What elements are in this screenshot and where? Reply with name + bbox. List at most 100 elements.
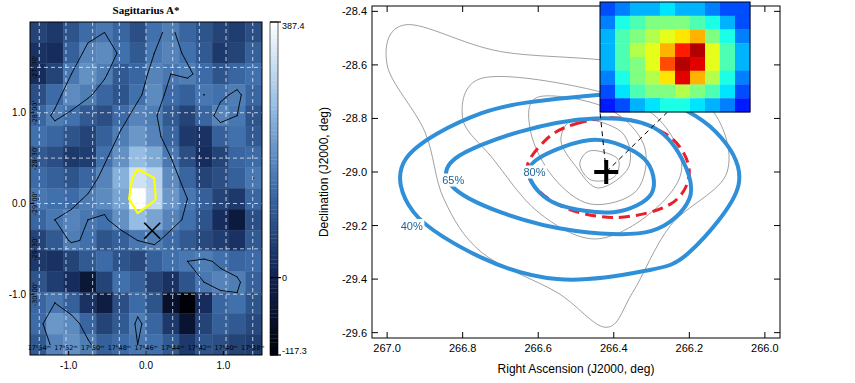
marker-stroke bbox=[144, 223, 160, 239]
colorbar-step bbox=[270, 230, 278, 234]
inset-cell bbox=[690, 2, 705, 16]
inset-cell bbox=[630, 57, 645, 71]
heat-cell bbox=[80, 105, 97, 126]
inset-cell bbox=[735, 57, 750, 71]
heat-cell bbox=[129, 126, 146, 147]
colorbar-step bbox=[270, 122, 278, 126]
colorbar-step bbox=[270, 105, 278, 109]
inset-cell bbox=[675, 57, 690, 71]
heat-cell bbox=[146, 126, 163, 147]
colorbar-step bbox=[270, 247, 278, 251]
colorbar-step bbox=[270, 109, 278, 113]
colorbar-step bbox=[270, 284, 278, 288]
colorbar-step bbox=[270, 22, 278, 26]
heat-cell bbox=[47, 251, 64, 272]
inset-cell bbox=[720, 30, 735, 44]
colorbar-step bbox=[270, 68, 278, 72]
inset-cell bbox=[705, 2, 720, 16]
heat-cell bbox=[47, 43, 64, 64]
colorbar-step bbox=[270, 268, 278, 272]
inset-cell bbox=[600, 30, 615, 44]
contour bbox=[38, 32, 253, 344]
grid-line bbox=[252, 22, 253, 355]
tick-label: 1.0 bbox=[216, 360, 230, 371]
tick-label: -29.6 bbox=[342, 327, 367, 339]
heat-cell bbox=[196, 43, 213, 64]
inset-cell bbox=[645, 57, 660, 71]
heat-cell bbox=[30, 313, 47, 334]
colorbar-step bbox=[270, 193, 278, 197]
colorbar-step bbox=[270, 243, 278, 247]
inset-cell bbox=[645, 85, 660, 99]
heat-cell bbox=[96, 43, 113, 64]
colorbar-step bbox=[270, 326, 278, 330]
heat-cell bbox=[47, 126, 64, 147]
tick-label: 0.0 bbox=[139, 360, 153, 371]
inset-cell bbox=[645, 30, 660, 44]
heat-cell bbox=[96, 293, 113, 314]
colorbar-tick bbox=[270, 277, 281, 278]
heat-cell bbox=[96, 189, 113, 210]
inset-cell bbox=[735, 30, 750, 44]
heat-cell bbox=[113, 105, 130, 126]
colorbar-step bbox=[270, 251, 278, 255]
inset-cell bbox=[720, 43, 735, 57]
heat-cell bbox=[96, 313, 113, 334]
inset-cell bbox=[705, 98, 720, 112]
inset-cell bbox=[645, 71, 660, 85]
heat-cell bbox=[163, 126, 180, 147]
tick-label: 266.0 bbox=[751, 342, 779, 354]
colorbar-step bbox=[270, 89, 278, 93]
grid-line bbox=[30, 112, 262, 113]
colorbar-step bbox=[270, 59, 278, 63]
inset-cell bbox=[705, 43, 720, 57]
colorbar-step bbox=[270, 226, 278, 230]
heat-cell bbox=[113, 64, 130, 85]
inset-cell bbox=[600, 43, 615, 57]
colorbar-step bbox=[270, 139, 278, 143]
leader-line bbox=[606, 112, 667, 172]
dec-label: -29°30' bbox=[31, 237, 39, 261]
colorbar-step bbox=[270, 301, 278, 305]
heat-cell bbox=[196, 105, 213, 126]
ra-label: 17ʰ52ᵐ bbox=[54, 344, 77, 352]
heat-cell bbox=[129, 251, 146, 272]
heat-cell bbox=[146, 293, 163, 314]
colorbar-step bbox=[270, 280, 278, 284]
colorbar-label: 387.4 bbox=[282, 21, 305, 31]
colorbar-step bbox=[270, 222, 278, 226]
frame bbox=[372, 6, 780, 338]
plot-area bbox=[30, 22, 262, 355]
tick-label: 0.0 bbox=[12, 198, 26, 209]
heat-cell bbox=[146, 105, 163, 126]
inset-cell bbox=[660, 43, 675, 57]
tick bbox=[774, 279, 780, 280]
gray-contour bbox=[386, 25, 729, 328]
heat-cell bbox=[245, 22, 262, 43]
inset-cell bbox=[720, 57, 735, 71]
inset-cell bbox=[720, 85, 735, 99]
colorbar-label: 0 bbox=[282, 273, 287, 283]
heat-cell bbox=[163, 43, 180, 64]
colorbar-step bbox=[270, 176, 278, 180]
tick bbox=[774, 332, 780, 333]
heat-cell bbox=[245, 251, 262, 272]
heat-cell bbox=[47, 22, 64, 43]
colorbar-step bbox=[270, 318, 278, 322]
inset-cell bbox=[735, 71, 750, 85]
inset-cell bbox=[705, 57, 720, 71]
grid-line bbox=[30, 67, 262, 68]
colorbar-step bbox=[270, 143, 278, 147]
tick bbox=[774, 11, 780, 12]
heat-cell bbox=[96, 251, 113, 272]
heat-cell bbox=[80, 251, 97, 272]
inset-cell bbox=[735, 43, 750, 57]
inset-cell bbox=[660, 98, 675, 112]
heat-cell bbox=[80, 147, 97, 168]
dec-label: -29°00' bbox=[31, 191, 39, 215]
heat-cell bbox=[146, 272, 163, 293]
tick bbox=[146, 351, 147, 355]
heat-cell bbox=[129, 105, 146, 126]
ra-label: 17ʰ50ᵐ bbox=[81, 344, 104, 352]
heat-cell bbox=[245, 293, 262, 314]
